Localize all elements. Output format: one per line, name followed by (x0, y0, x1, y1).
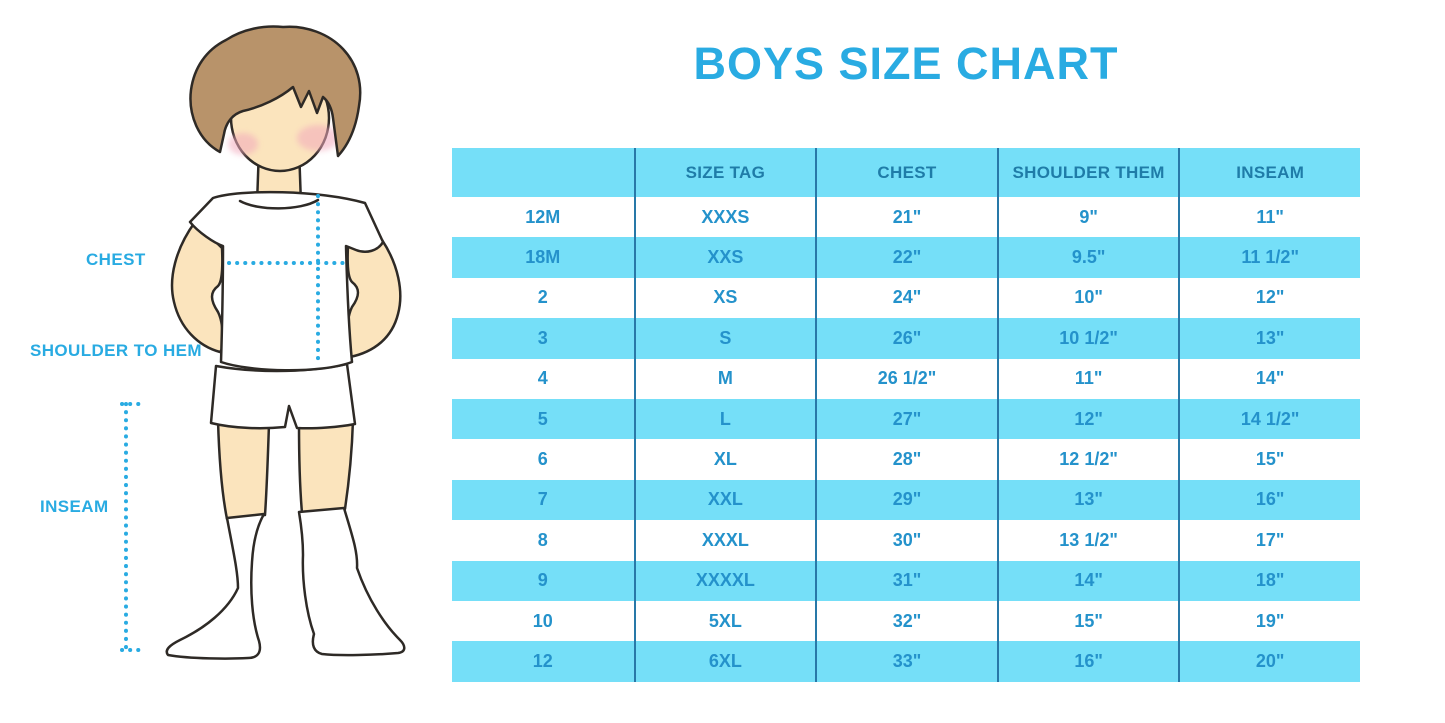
cell-size: 9 (537, 570, 548, 591)
cell-inseam: 11 1/2" (1178, 237, 1360, 278)
cell-inseam: 12" (1178, 277, 1360, 319)
boy-right-thigh (297, 418, 355, 515)
cell-chest: 32" (815, 600, 997, 642)
cell-shoulder: 16" (996, 641, 1179, 682)
table-row: 12M XXXS 21" 9" 11" (452, 197, 1360, 238)
boy-right-sock (297, 506, 406, 657)
table-row: 7 XXL 29" 13" 16" (452, 479, 1360, 521)
cell-inseam: 19" (1178, 600, 1360, 642)
cell-shoulder: 11" (996, 358, 1179, 399)
cell-size-tag: S (633, 318, 816, 359)
boy-tshirt (188, 190, 385, 372)
cell-size: 6 (537, 449, 548, 470)
cell-chest: 21" (815, 197, 997, 238)
cell-size-tag: XXXL (633, 520, 816, 561)
boy-left-thigh (216, 418, 271, 521)
cell-shoulder: 13" (996, 479, 1179, 521)
cell-inseam: 14" (1178, 358, 1360, 399)
cell-chest: 33" (815, 641, 997, 682)
blush-right (297, 125, 339, 151)
cell-chest: 22" (815, 237, 997, 278)
cell-inseam: 11" (1178, 197, 1360, 238)
cell-size-tag: XXXS (633, 197, 816, 238)
table-row: 9 XXXXL 31" 14" 18" (452, 560, 1360, 601)
cell-shoulder: 12" (996, 398, 1179, 440)
cell-size-tag: M (633, 358, 816, 399)
cell-size: 4 (537, 368, 548, 389)
measurement-lines (120, 194, 348, 652)
header-cell-size (452, 148, 634, 197)
boy-illustration (120, 25, 406, 660)
size-chart-table: SIZE TAG CHEST SHOULDER THEM INSEAM 12M … (452, 148, 1360, 682)
cell-chest: 26 1/2" (815, 358, 997, 399)
cell-inseam: 15" (1178, 439, 1360, 480)
cell-size-tag: L (633, 398, 816, 440)
cell-size: 18M (525, 247, 561, 268)
cell-inseam: 20" (1178, 641, 1360, 682)
table-row: 12 6XL 33" 16" 20" (452, 641, 1360, 682)
cell-shoulder: 10 1/2" (996, 318, 1179, 359)
header-cell-size-tag: SIZE TAG (633, 148, 816, 197)
cell-inseam: 17" (1178, 520, 1360, 561)
cell-chest: 26" (815, 318, 997, 359)
cell-inseam: 16" (1178, 479, 1360, 521)
cell-size: 10 (532, 610, 553, 631)
boy-collar-line (238, 198, 320, 210)
cell-inseam: 14 1/2" (1178, 398, 1360, 440)
cell-inseam: 13" (1178, 318, 1360, 359)
cell-chest: 30" (815, 520, 997, 561)
blush-left (228, 133, 258, 155)
cell-size: 7 (537, 489, 548, 510)
cell-inseam: 18" (1178, 560, 1360, 601)
cell-shoulder: 13 1/2" (996, 520, 1179, 561)
table-header-row: SIZE TAG CHEST SHOULDER THEM INSEAM (452, 148, 1360, 197)
cell-size-tag: 5XL (633, 600, 816, 642)
cell-chest: 31" (815, 560, 997, 601)
cell-size: 12M (525, 206, 561, 227)
table-row: 6 XL 28" 12 1/2" 15" (452, 439, 1360, 480)
boy-right-arm (344, 238, 402, 359)
table-row: 2 XS 24" 10" 12" (452, 277, 1360, 319)
table-row: 3 S 26" 10 1/2" 13" (452, 318, 1360, 359)
cell-size-tag: XL (633, 439, 816, 480)
table-row: 5 L 27" 12" 14 1/2" (452, 398, 1360, 440)
cell-size-tag: XXL (633, 479, 816, 521)
cell-size: 8 (537, 529, 548, 550)
cell-size: 12 (532, 650, 553, 671)
cell-size: 2 (537, 287, 548, 308)
cell-size-tag: 6XL (633, 641, 816, 682)
header-cell-inseam: INSEAM (1178, 148, 1360, 197)
cell-size: 5 (537, 408, 548, 429)
header-cell-shoulder: SHOULDER THEM (996, 148, 1179, 197)
cell-chest: 28" (815, 439, 997, 480)
cell-shoulder: 9.5" (996, 237, 1179, 278)
cell-shoulder: 15" (996, 600, 1179, 642)
cell-shoulder: 14" (996, 560, 1179, 601)
header-cell-chest: CHEST (815, 148, 997, 197)
cell-chest: 24" (815, 277, 997, 319)
table-row: 4 M 26 1/2" 11" 14" (452, 358, 1360, 399)
table-row: 8 XXXL 30" 13 1/2" 17" (452, 520, 1360, 561)
cell-shoulder: 10" (996, 277, 1179, 319)
inseam-label: INSEAM (40, 497, 109, 516)
cell-chest: 29" (815, 479, 997, 521)
cell-chest: 27" (815, 398, 997, 440)
cell-size: 3 (537, 327, 548, 348)
cell-shoulder: 12 1/2" (996, 439, 1179, 480)
table-row: 10 5XL 32" 15" 19" (452, 600, 1360, 642)
cell-size-tag: XS (633, 277, 816, 319)
boy-left-sock (165, 512, 266, 660)
shoulder-to-hem-label: SHOULDER TO HEM (30, 341, 202, 360)
boy-hair (189, 25, 362, 158)
cell-size-tag: XXXXL (633, 560, 816, 601)
table-row: 18M XXS 22" 9.5" 11 1/2" (452, 237, 1360, 278)
page-title: BOYS SIZE CHART (693, 38, 1119, 89)
chest-label: CHEST (86, 250, 146, 269)
cell-size-tag: XXS (633, 237, 816, 278)
cell-shoulder: 9" (996, 197, 1179, 238)
boy-shorts (209, 362, 357, 430)
